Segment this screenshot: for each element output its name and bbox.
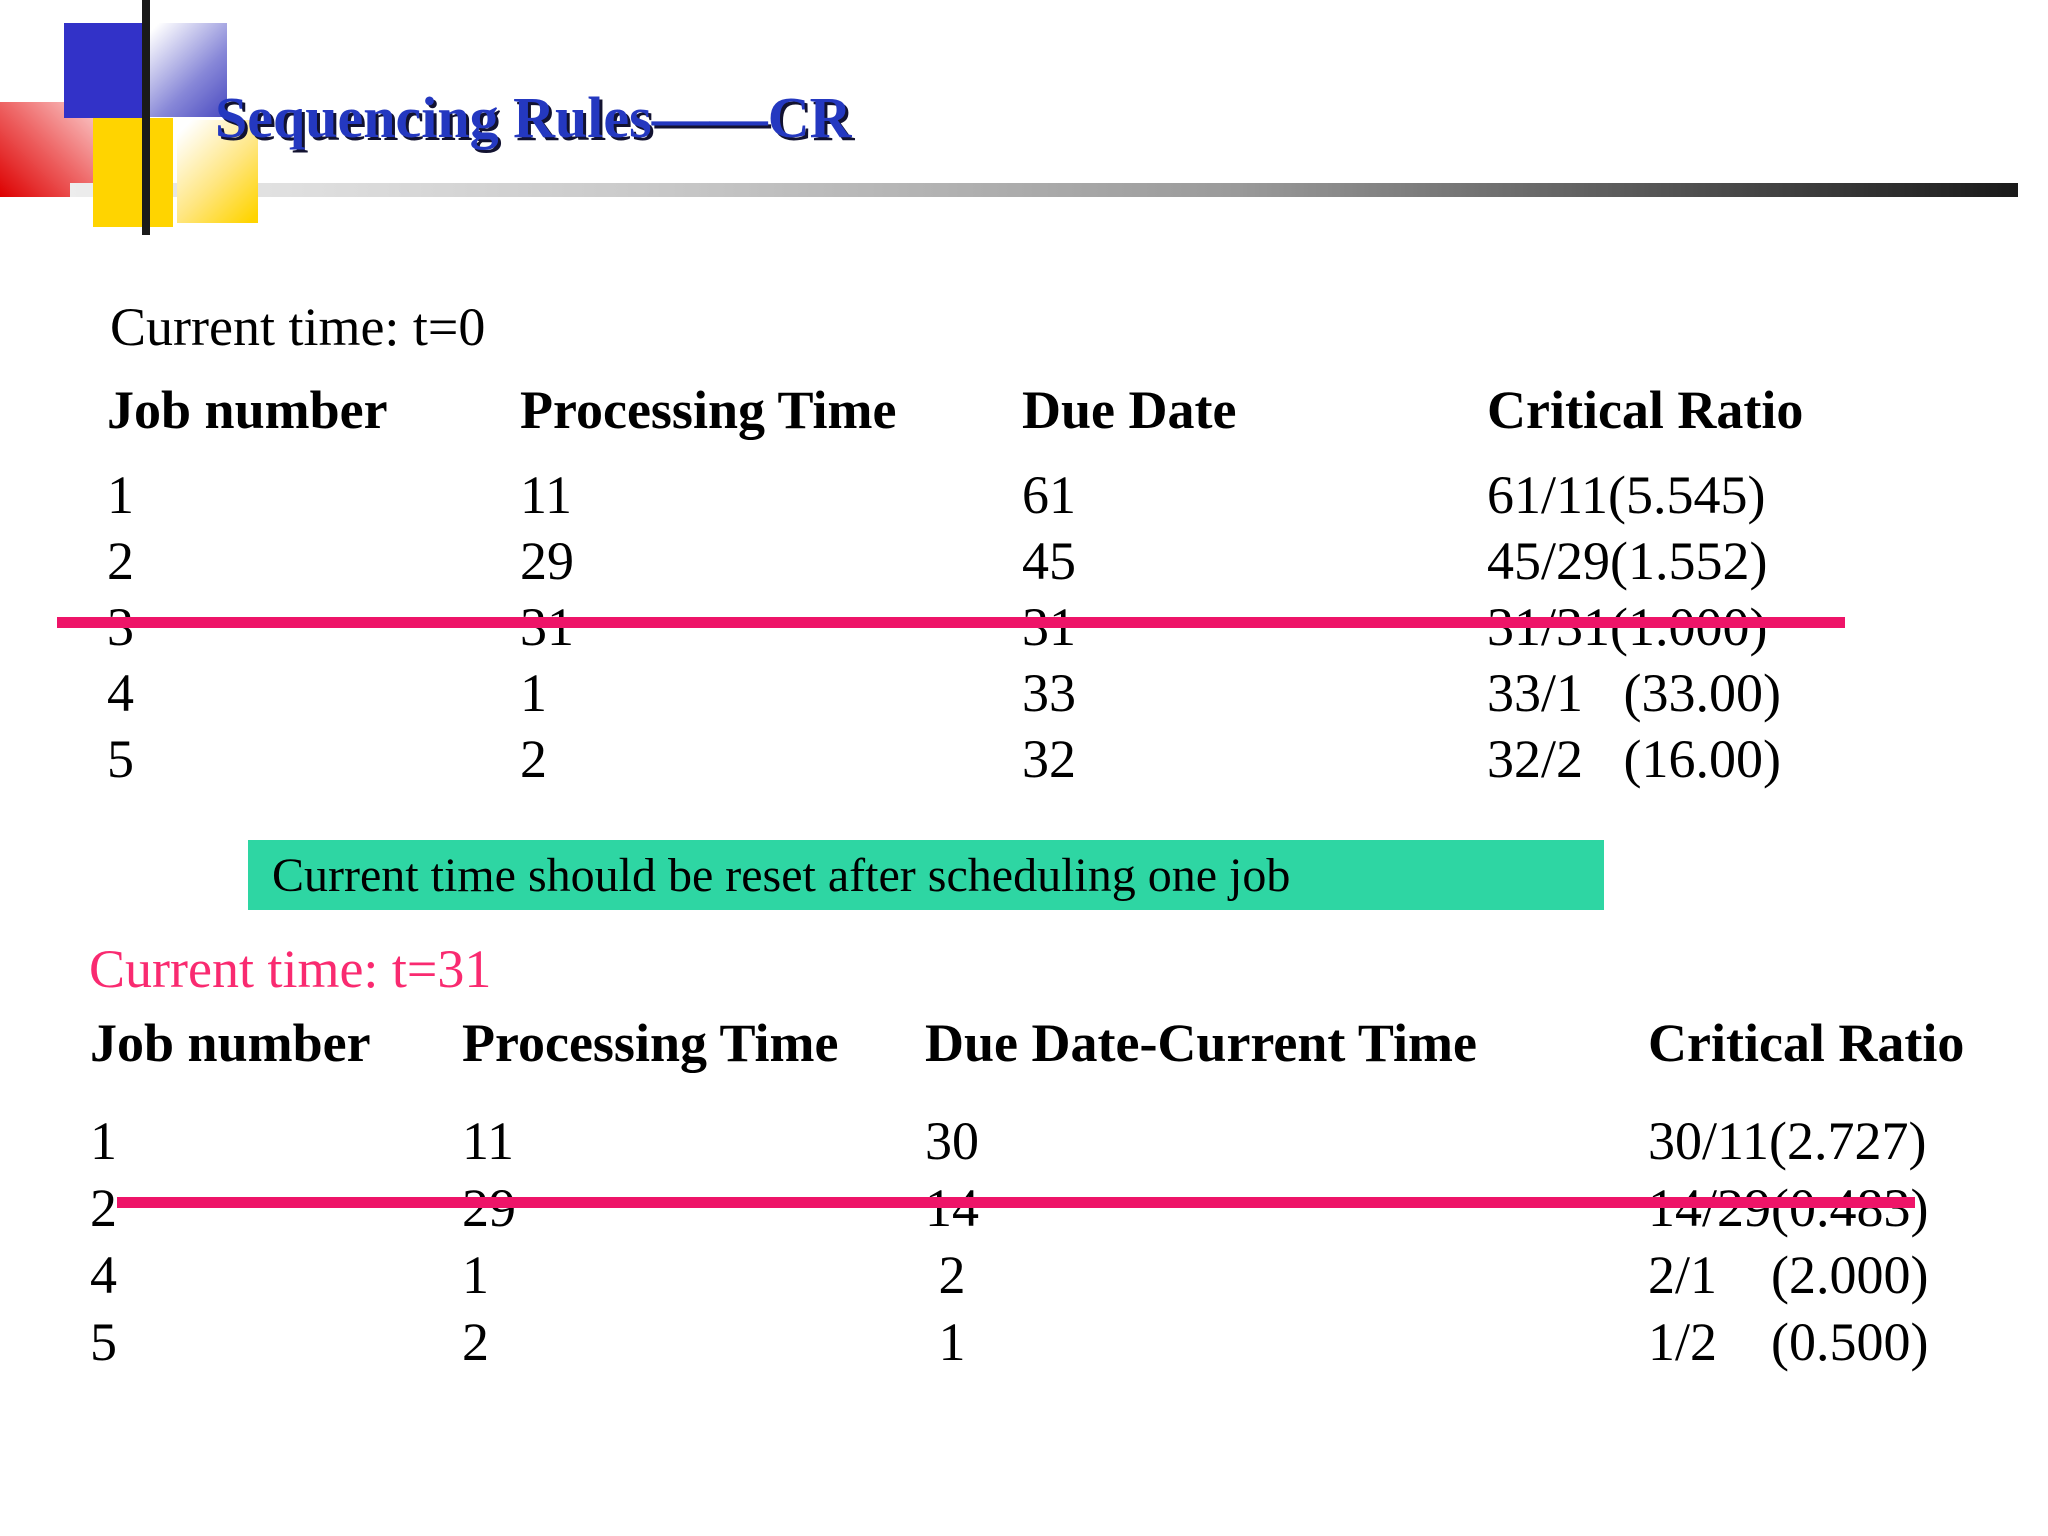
cell-ratio: 30/11(2.727) (1648, 1111, 1927, 1171)
cell-due: 1 (925, 1312, 966, 1372)
cell-ratio: 2/1 (2.000) (1648, 1245, 1929, 1305)
table-row: 1 11 30 30/11(2.727) (90, 1108, 1970, 1175)
table-header-row: Job number Processing Time Due Date-Curr… (90, 1015, 1970, 1071)
cell-ratio: 14/29(0.483) (1648, 1178, 1929, 1238)
current-time-label-t0: Current time: t=0 (110, 297, 486, 357)
note-text: Current time should be reset after sched… (272, 848, 1291, 902)
cell-due: 32 (1022, 729, 1076, 789)
slide-title: Sequencing Rules——CR (215, 85, 852, 150)
cell-due: 45 (1022, 531, 1076, 591)
header-processing-time: Processing Time (462, 1013, 839, 1073)
jobs-table-t0: Job number Processing Time Due Date Crit… (107, 382, 1957, 792)
cell-job: 4 (107, 663, 134, 723)
strikethrough-line-job2 (117, 1197, 1915, 1208)
cell-due: 30 (925, 1111, 979, 1171)
header-processing-time: Processing Time (520, 380, 897, 440)
cell-job: 1 (90, 1111, 117, 1171)
cell-processing: 2 (462, 1312, 489, 1372)
cell-processing: 29 (520, 531, 574, 591)
decoration-yellow-gradient-square (177, 120, 258, 223)
cell-processing: 29 (462, 1178, 516, 1238)
table-row: 1 11 61 61/11(5.545) (107, 462, 1957, 528)
cell-ratio: 32/2 (16.00) (1487, 729, 1781, 789)
cell-processing: 2 (520, 729, 547, 789)
cell-job: 5 (107, 729, 134, 789)
cell-due: 14 (925, 1178, 979, 1238)
header-job-number: Job number (107, 380, 388, 440)
cell-job: 4 (90, 1245, 117, 1305)
cell-processing: 1 (462, 1245, 489, 1305)
cell-ratio: 33/1 (33.00) (1487, 663, 1781, 723)
cell-processing: 11 (462, 1111, 514, 1171)
decoration-blue-square (64, 23, 143, 118)
cell-ratio: 61/11(5.545) (1487, 465, 1766, 525)
decoration-blue-gradient-square (150, 23, 227, 117)
cell-due: 33 (1022, 663, 1076, 723)
header-critical-ratio: Critical Ratio (1648, 1013, 1965, 1073)
cell-job: 5 (90, 1312, 117, 1372)
table-row: 2 29 45 45/29(1.552) (107, 528, 1957, 594)
cell-ratio: 45/29(1.552) (1487, 531, 1768, 591)
header-critical-ratio: Critical Ratio (1487, 380, 1804, 440)
table-row: 5 2 32 32/2 (16.00) (107, 726, 1957, 792)
table-row-struck: 2 29 14 14/29(0.483) (90, 1175, 1970, 1242)
decoration-vertical-line (142, 0, 150, 235)
header-due-date-current-time: Due Date-Current Time (925, 1013, 1477, 1073)
current-time-label-t31: Current time: t=31 (89, 939, 492, 999)
cell-job: 2 (107, 531, 134, 591)
cell-job: 2 (90, 1178, 117, 1238)
decoration-yellow-square (93, 118, 173, 227)
header-job-number: Job number (90, 1013, 371, 1073)
table-row: 4 1 2 2/1 (2.000) (90, 1242, 1970, 1309)
strikethrough-line-job3 (57, 617, 1845, 628)
cell-due: 2 (925, 1245, 966, 1305)
decoration-gradient-rule (70, 183, 2018, 197)
cell-job: 1 (107, 465, 134, 525)
table-header-row: Job number Processing Time Due Date Crit… (107, 382, 1957, 438)
header-due-date: Due Date (1022, 380, 1237, 440)
cell-processing: 11 (520, 465, 572, 525)
cell-ratio: 1/2 (0.500) (1648, 1312, 1929, 1372)
table-row: 5 2 1 1/2 (0.500) (90, 1309, 1970, 1376)
cell-processing: 1 (520, 663, 547, 723)
table-row: 4 1 33 33/1 (33.00) (107, 660, 1957, 726)
cell-due: 61 (1022, 465, 1076, 525)
note-box: Current time should be reset after sched… (248, 840, 1604, 910)
jobs-table-t31: Job number Processing Time Due Date-Curr… (90, 1015, 1970, 1376)
